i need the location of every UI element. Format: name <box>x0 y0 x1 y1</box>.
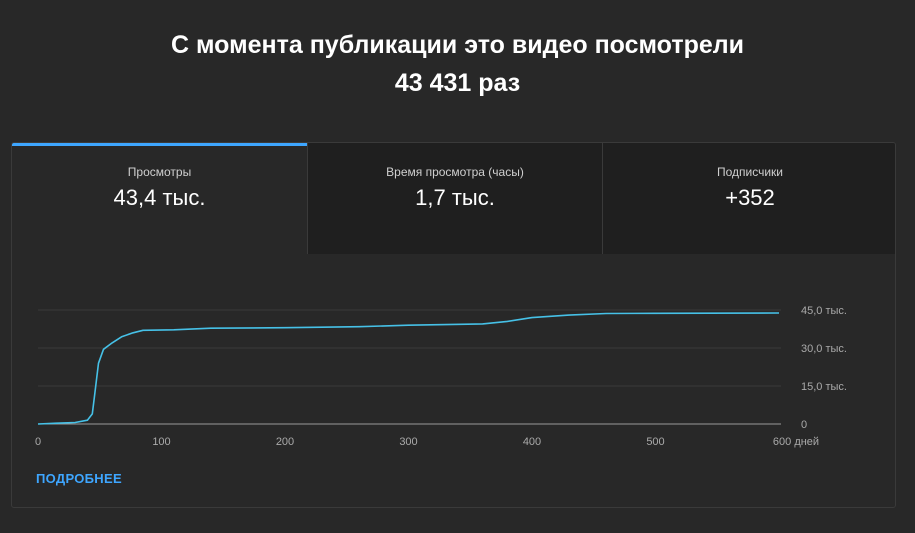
tab-views-label: Просмотры <box>127 165 192 179</box>
analytics-card: Просмотры 43,4 тыс. Время просмотра (час… <box>11 142 896 508</box>
tab-watch-time[interactable]: Время просмотра (часы) 1,7 тыс. <box>307 143 602 254</box>
x-tick-label: 100 <box>152 436 170 448</box>
x-tick-label: 300 <box>399 436 417 448</box>
headline-line2: 43 431 раз <box>394 69 521 97</box>
metric-tabs: Просмотры 43,4 тыс. Время просмотра (час… <box>12 143 895 254</box>
x-tick-label: 200 <box>276 436 294 448</box>
tab-subscribers-label: Подписчики <box>716 165 783 179</box>
headline: С момента публикации это видео посмотрел… <box>0 26 915 102</box>
tab-subscribers-value: +352 <box>725 185 775 210</box>
y-tick-label: 0 <box>801 419 807 431</box>
tab-watch-time-label: Время просмотра (часы) <box>386 165 524 179</box>
x-tick-label: 400 <box>523 436 541 448</box>
x-tick-label: 600 дней <box>773 436 819 448</box>
tab-watch-time-value: 1,7 тыс. <box>415 185 495 210</box>
tab-subscribers[interactable]: Подписчики +352 <box>602 143 895 254</box>
headline-line1: С момента публикации это видео посмотрел… <box>171 31 744 59</box>
more-details-link[interactable]: ПОДРОБНЕЕ <box>36 471 122 486</box>
y-tick-label: 45,0 тыс. <box>801 305 847 317</box>
y-tick-label: 30,0 тыс. <box>801 343 847 355</box>
y-tick-label: 15,0 тыс. <box>801 381 847 393</box>
tab-views[interactable]: Просмотры 43,4 тыс. <box>12 143 307 254</box>
series-line <box>37 312 780 425</box>
x-tick-label: 0 <box>35 436 41 448</box>
x-tick-label: 500 <box>646 436 664 448</box>
tab-views-value: 43,4 тыс. <box>113 185 206 210</box>
